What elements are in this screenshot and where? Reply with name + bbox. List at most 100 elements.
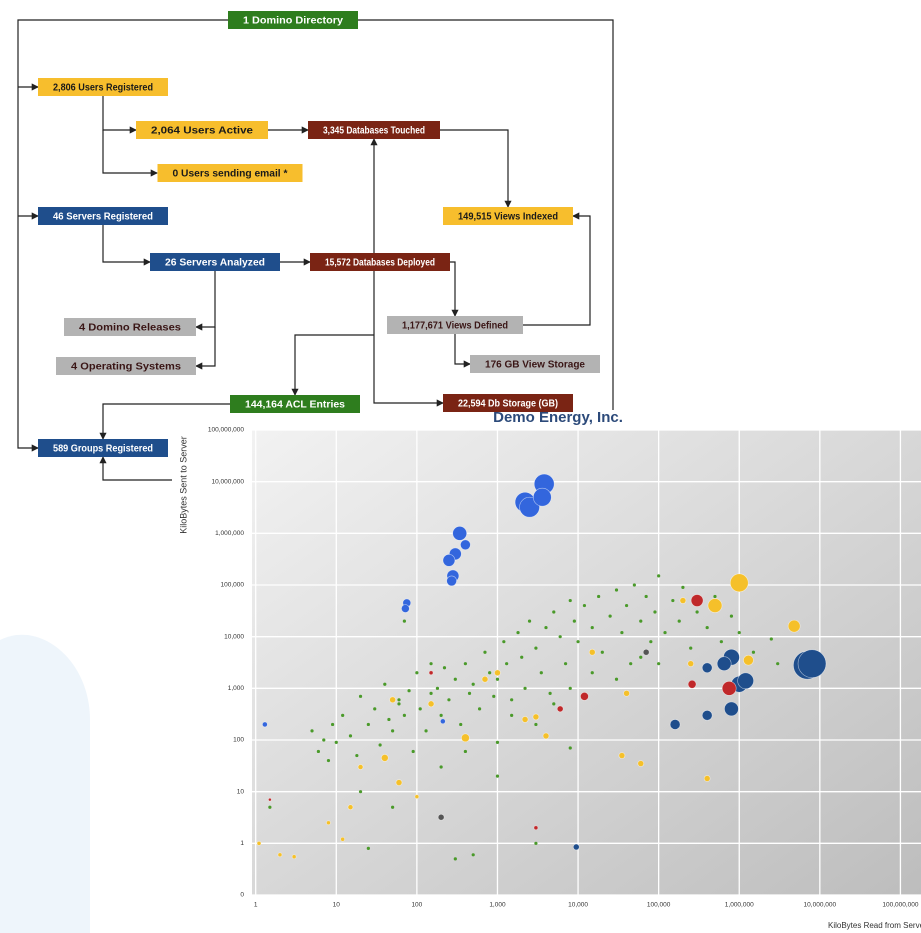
- point: [387, 717, 391, 722]
- point: [341, 713, 345, 717]
- point: [494, 669, 501, 677]
- point: [483, 650, 487, 654]
- point: [737, 630, 741, 635]
- node-label: 46 Servers Registered: [53, 212, 153, 223]
- node-box: [38, 207, 168, 225]
- x-tick-label: 10,000: [568, 902, 588, 909]
- point: [460, 539, 471, 551]
- point: [326, 758, 331, 763]
- point: [639, 619, 643, 623]
- point: [614, 677, 619, 681]
- node-label: 1,177,671 Views Defined: [402, 321, 508, 332]
- point: [624, 603, 629, 608]
- point: [435, 686, 440, 690]
- node-box: [310, 253, 450, 271]
- connector: [450, 261, 459, 317]
- point: [401, 604, 410, 613]
- point: [495, 774, 500, 778]
- point: [334, 740, 338, 744]
- node: 3,345 Databases Touched: [308, 121, 440, 139]
- y-tick-label: 10,000: [224, 633, 244, 640]
- point: [495, 740, 500, 744]
- point: [534, 722, 538, 727]
- node-box: [38, 439, 168, 457]
- point: [411, 749, 415, 754]
- point: [510, 713, 514, 717]
- point: [532, 487, 552, 507]
- node-label: 22,594 Db Storage (GB): [458, 399, 558, 410]
- point: [632, 583, 636, 587]
- node-box: [56, 357, 196, 375]
- point: [463, 749, 467, 754]
- point: [608, 614, 612, 618]
- point: [418, 707, 422, 711]
- point: [442, 554, 456, 567]
- point: [690, 594, 704, 607]
- point: [488, 671, 492, 675]
- node: 4 Operating Systems: [56, 357, 196, 375]
- point: [797, 649, 827, 678]
- node-box: [470, 355, 600, 373]
- point: [322, 738, 326, 742]
- point: [552, 610, 556, 614]
- point: [348, 734, 353, 738]
- point: [580, 692, 589, 701]
- point: [262, 721, 268, 728]
- point: [687, 660, 695, 667]
- x-tick-label: 1: [254, 902, 258, 909]
- point: [649, 640, 653, 644]
- node-box: [443, 394, 573, 412]
- connector: [99, 456, 172, 481]
- point: [447, 698, 451, 702]
- node-label: 4 Operating Systems: [71, 362, 181, 373]
- node-label: 2,806 Users Registered: [53, 83, 153, 94]
- point: [707, 598, 723, 613]
- point: [689, 646, 693, 650]
- point: [397, 698, 401, 702]
- point: [568, 746, 572, 750]
- point: [724, 701, 739, 717]
- y-tick-label: 1,000,000: [215, 530, 244, 537]
- point: [776, 662, 780, 666]
- point: [366, 722, 370, 727]
- node-box: [150, 253, 280, 271]
- connector: [102, 130, 158, 177]
- point: [534, 841, 538, 845]
- connector: [17, 19, 228, 452]
- node: 26 Servers Analyzed: [150, 253, 280, 271]
- node-box: [64, 318, 196, 336]
- point: [437, 813, 445, 821]
- point: [439, 765, 443, 769]
- point: [268, 805, 272, 809]
- node-label: 144,164 ACL Entries: [245, 400, 345, 411]
- point: [256, 841, 262, 846]
- point: [427, 700, 435, 708]
- node-label: 2,064 Users Active: [151, 126, 253, 137]
- point: [620, 630, 624, 635]
- point: [378, 743, 382, 747]
- point: [614, 588, 619, 592]
- point: [316, 749, 321, 754]
- connector: [99, 403, 230, 440]
- point: [268, 797, 272, 802]
- point: [657, 662, 661, 666]
- point: [415, 671, 419, 675]
- point: [373, 707, 377, 711]
- node: 1,177,671 Views Defined: [387, 316, 523, 334]
- point: [291, 854, 297, 860]
- point: [459, 722, 463, 727]
- node: 4 Domino Releases: [64, 318, 196, 336]
- point: [429, 662, 433, 666]
- y-tick-label: 0: [240, 892, 244, 899]
- point: [600, 650, 604, 654]
- point: [701, 662, 713, 674]
- point: [391, 729, 395, 733]
- point: [539, 671, 543, 675]
- node-label: 0 Users sending email *: [173, 169, 288, 180]
- point: [389, 696, 396, 704]
- y-tick-label: 10,000,000: [211, 478, 244, 485]
- point: [729, 573, 749, 593]
- point: [429, 691, 433, 695]
- point: [358, 790, 363, 794]
- y-tick-label: 100,000,000: [208, 427, 245, 434]
